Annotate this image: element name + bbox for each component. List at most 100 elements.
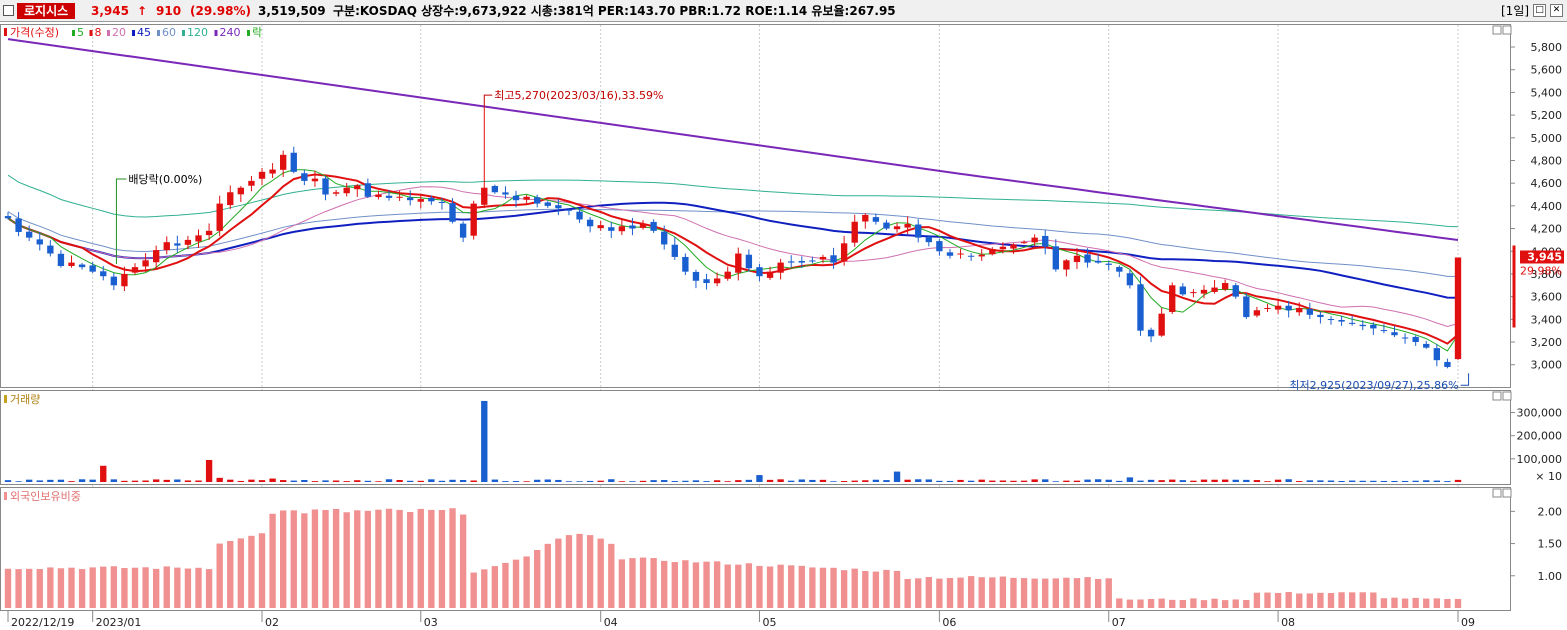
foreign-bar [936, 578, 943, 608]
volume-pane-close-button[interactable] [1502, 391, 1512, 401]
volume-bar [1423, 480, 1430, 482]
price-tick-label: 5,600 [1531, 64, 1563, 77]
legend-swatch [247, 30, 250, 36]
legend-item: 5 [77, 26, 84, 39]
volume-bar [502, 481, 509, 482]
volume-bar [512, 481, 520, 482]
candle-body [1274, 305, 1282, 310]
date-label: 06 [942, 616, 956, 629]
candle-body [925, 236, 932, 243]
candle [851, 214, 858, 247]
foreign-bar [999, 576, 1007, 608]
foreign-pane-minimize-button[interactable] [1492, 488, 1502, 498]
volume-bar [153, 479, 160, 482]
select-checkbox[interactable] [3, 5, 14, 16]
candle-body [724, 271, 731, 279]
volume-bar [872, 479, 880, 482]
volume-bar [1412, 480, 1419, 482]
candle [840, 235, 848, 266]
volume-tick-label: 300,000 [1517, 407, 1563, 420]
volume-bar [1211, 479, 1218, 482]
candle-body [544, 202, 551, 206]
candle [174, 235, 181, 253]
candle-body [713, 278, 721, 284]
candle-body [163, 242, 170, 251]
foreign-bar [1010, 577, 1017, 608]
candle-body [1211, 287, 1218, 292]
legend-item: 60 [162, 26, 176, 39]
candle-body [608, 227, 615, 231]
pane-close-button[interactable] [1502, 25, 1512, 35]
volume-bar [396, 480, 403, 482]
volume-pane-minimize-button[interactable] [1492, 391, 1502, 401]
candle [25, 225, 33, 242]
legend-swatch [132, 30, 135, 36]
candle [470, 200, 477, 240]
candle-body [1094, 260, 1102, 263]
foreign-tick-label: 1.00 [1538, 570, 1563, 583]
candle-body [1010, 244, 1017, 249]
volume-bar [618, 481, 626, 482]
candle [301, 169, 308, 186]
foreign-bar [100, 566, 107, 608]
candle-body [989, 248, 996, 255]
volume-bar [1010, 480, 1017, 482]
candle [915, 219, 922, 243]
candle-body [1401, 337, 1409, 339]
candle-body [1052, 246, 1059, 270]
candle-body [946, 252, 954, 256]
foreign-bar [819, 567, 827, 608]
candle [78, 262, 86, 270]
candle-body [438, 201, 446, 203]
foreign-bar [301, 513, 308, 608]
candle-body [555, 205, 562, 209]
current-price: 3,945 [91, 4, 129, 18]
period-selector[interactable]: [1일] [1501, 4, 1530, 18]
candle-body [385, 195, 393, 198]
foreign-bar [1296, 593, 1303, 608]
candle [417, 195, 424, 209]
volume-bar [237, 480, 245, 482]
candle-body [692, 271, 700, 281]
foreign-bar [555, 538, 562, 608]
candle-body [957, 253, 964, 255]
volume-bar [100, 465, 107, 482]
foreign-bar [650, 558, 657, 608]
up-arrow-icon: ↑ [137, 4, 148, 18]
candle-body [661, 231, 668, 245]
candle [735, 247, 742, 281]
candle-body [491, 185, 499, 193]
pane-minimize-button[interactable] [1492, 25, 1502, 35]
volume-bar [1158, 480, 1165, 482]
candle [280, 150, 287, 177]
foreign-bar [883, 569, 890, 608]
close-button[interactable]: ✕ [1550, 4, 1563, 17]
candle [555, 199, 562, 216]
high-label: 최고5,270(2023/03/16),33.59% [494, 89, 663, 102]
foreign-bar [407, 511, 414, 608]
volume-bar [1179, 480, 1186, 482]
candle-body [354, 185, 361, 190]
ma8-line [7, 173, 1459, 345]
volume-bar [999, 480, 1007, 482]
candle-body [481, 187, 488, 205]
foreign-bar [354, 510, 361, 608]
foreign-bar [322, 509, 329, 608]
foreign-pane-close-button[interactable] [1502, 488, 1512, 498]
candle [534, 194, 541, 208]
candle-body [999, 246, 1007, 250]
candle-body [1042, 235, 1049, 247]
candle [1359, 320, 1366, 331]
candle-body [1380, 330, 1388, 332]
candle-body [1412, 336, 1419, 343]
volume-bar [851, 480, 858, 482]
foreign-bar [565, 535, 573, 608]
stock-name[interactable]: 로지시스 [17, 3, 76, 19]
candle [650, 219, 657, 233]
foreign-bar [428, 509, 435, 608]
restore-button[interactable]: □ [1533, 4, 1546, 17]
candle [1401, 333, 1409, 344]
candle-body [1137, 284, 1144, 331]
candle-body [1296, 307, 1303, 313]
foreign-bar [1370, 592, 1377, 608]
